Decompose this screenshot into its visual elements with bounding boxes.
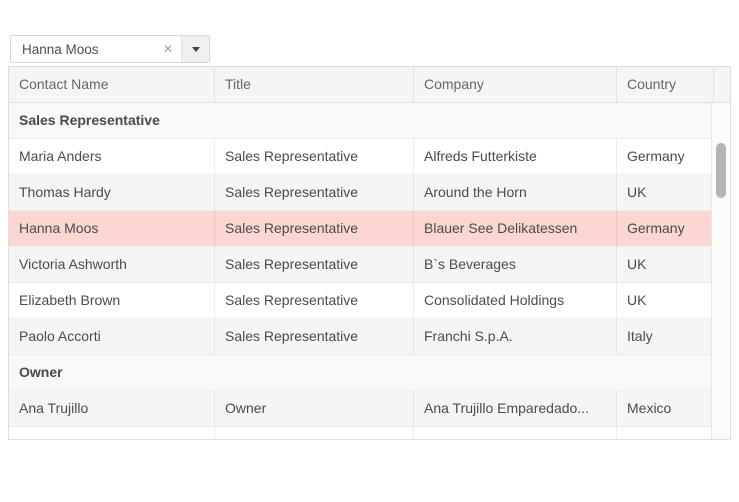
customer-combobox: Hanna Moos ✕ <box>10 35 210 63</box>
cell <box>616 427 713 439</box>
table-row[interactable]: Paolo Accorti Sales Representative Franchi… <box>9 319 713 355</box>
cell: Sales Representative <box>214 211 413 246</box>
cell: Sales Representative <box>214 283 413 318</box>
cell: Sales Representative <box>214 247 413 282</box>
cell: Mexico <box>616 391 713 426</box>
table-row[interactable]: Ana Trujillo Owner Ana Trujillo Emparedado… <box>9 391 713 427</box>
column-header-company[interactable]: Company <box>413 67 616 102</box>
cell: Franchi S.p.A. <box>413 319 616 354</box>
cell <box>9 427 214 439</box>
group-row: Sales Representative <box>9 103 713 139</box>
table-row[interactable]: Thomas Hardy Sales Representative Around t… <box>9 175 713 211</box>
cell: B`s Beverages <box>413 247 616 282</box>
cell: Owner <box>214 391 413 426</box>
vertical-scrollbar[interactable] <box>711 103 730 439</box>
cell: UK <box>616 283 713 318</box>
cell: UK <box>616 247 713 282</box>
combobox-value: Hanna Moos <box>22 41 99 57</box>
grid-rows: Sales Representative Maria Anders Sales Re… <box>9 103 713 439</box>
cell: UK <box>616 175 713 210</box>
cell: Germany <box>616 139 713 174</box>
header-scrollbar-gutter <box>713 67 730 102</box>
table-row[interactable]: Victoria Ashworth Sales Representative B`s… <box>9 247 713 283</box>
cell: Hanna Moos <box>19 220 99 236</box>
cell: Sales Representative <box>214 139 413 174</box>
column-header-country[interactable]: Country <box>616 67 713 102</box>
caret-down-icon <box>191 46 200 52</box>
customers-grid: Contact Name Title Company Country Sales Re… <box>8 66 731 440</box>
cell: Victoria Ashworth <box>19 256 127 272</box>
cell: Around the Horn <box>413 175 616 210</box>
table-row[interactable]: Elizabeth Brown Sales Representative Conso… <box>9 283 713 319</box>
cell <box>413 427 616 439</box>
table-row-selected[interactable]: Hanna Moos Sales Representative Blauer See… <box>9 211 713 247</box>
table-row[interactable]: Maria Anders Sales Representative Alfreds … <box>9 139 713 175</box>
cell: Consolidated Holdings <box>413 283 616 318</box>
cell: Maria Anders <box>19 148 102 164</box>
cell: Ana Trujillo <box>19 400 89 416</box>
cell: Thomas Hardy <box>19 184 111 200</box>
dropdown-button[interactable] <box>181 36 209 62</box>
cell: Germany <box>616 211 713 246</box>
combobox-input[interactable]: Hanna Moos ✕ <box>11 36 181 62</box>
table-row <box>9 427 713 439</box>
cell: Sales Representative <box>214 175 413 210</box>
cell: Blauer See Delikatessen <box>413 211 616 246</box>
cell: Elizabeth Brown <box>19 292 121 308</box>
column-header-contact-name[interactable]: Contact Name <box>19 76 109 92</box>
scrollbar-thumb[interactable] <box>716 143 726 198</box>
column-header-title[interactable]: Title <box>214 67 413 102</box>
group-row: Owner <box>9 355 713 391</box>
cell <box>214 427 413 439</box>
grid-body: Sales Representative Maria Anders Sales Re… <box>9 103 730 439</box>
cell: Ana Trujillo Emparedado... <box>413 391 616 426</box>
cell: Paolo Accorti <box>19 328 101 344</box>
cell: Italy <box>616 319 713 354</box>
clear-icon[interactable]: ✕ <box>162 42 173 56</box>
grid-header: Contact Name Title Company Country <box>9 67 730 103</box>
cell: Sales Representative <box>214 319 413 354</box>
cell: Alfreds Futterkiste <box>413 139 616 174</box>
